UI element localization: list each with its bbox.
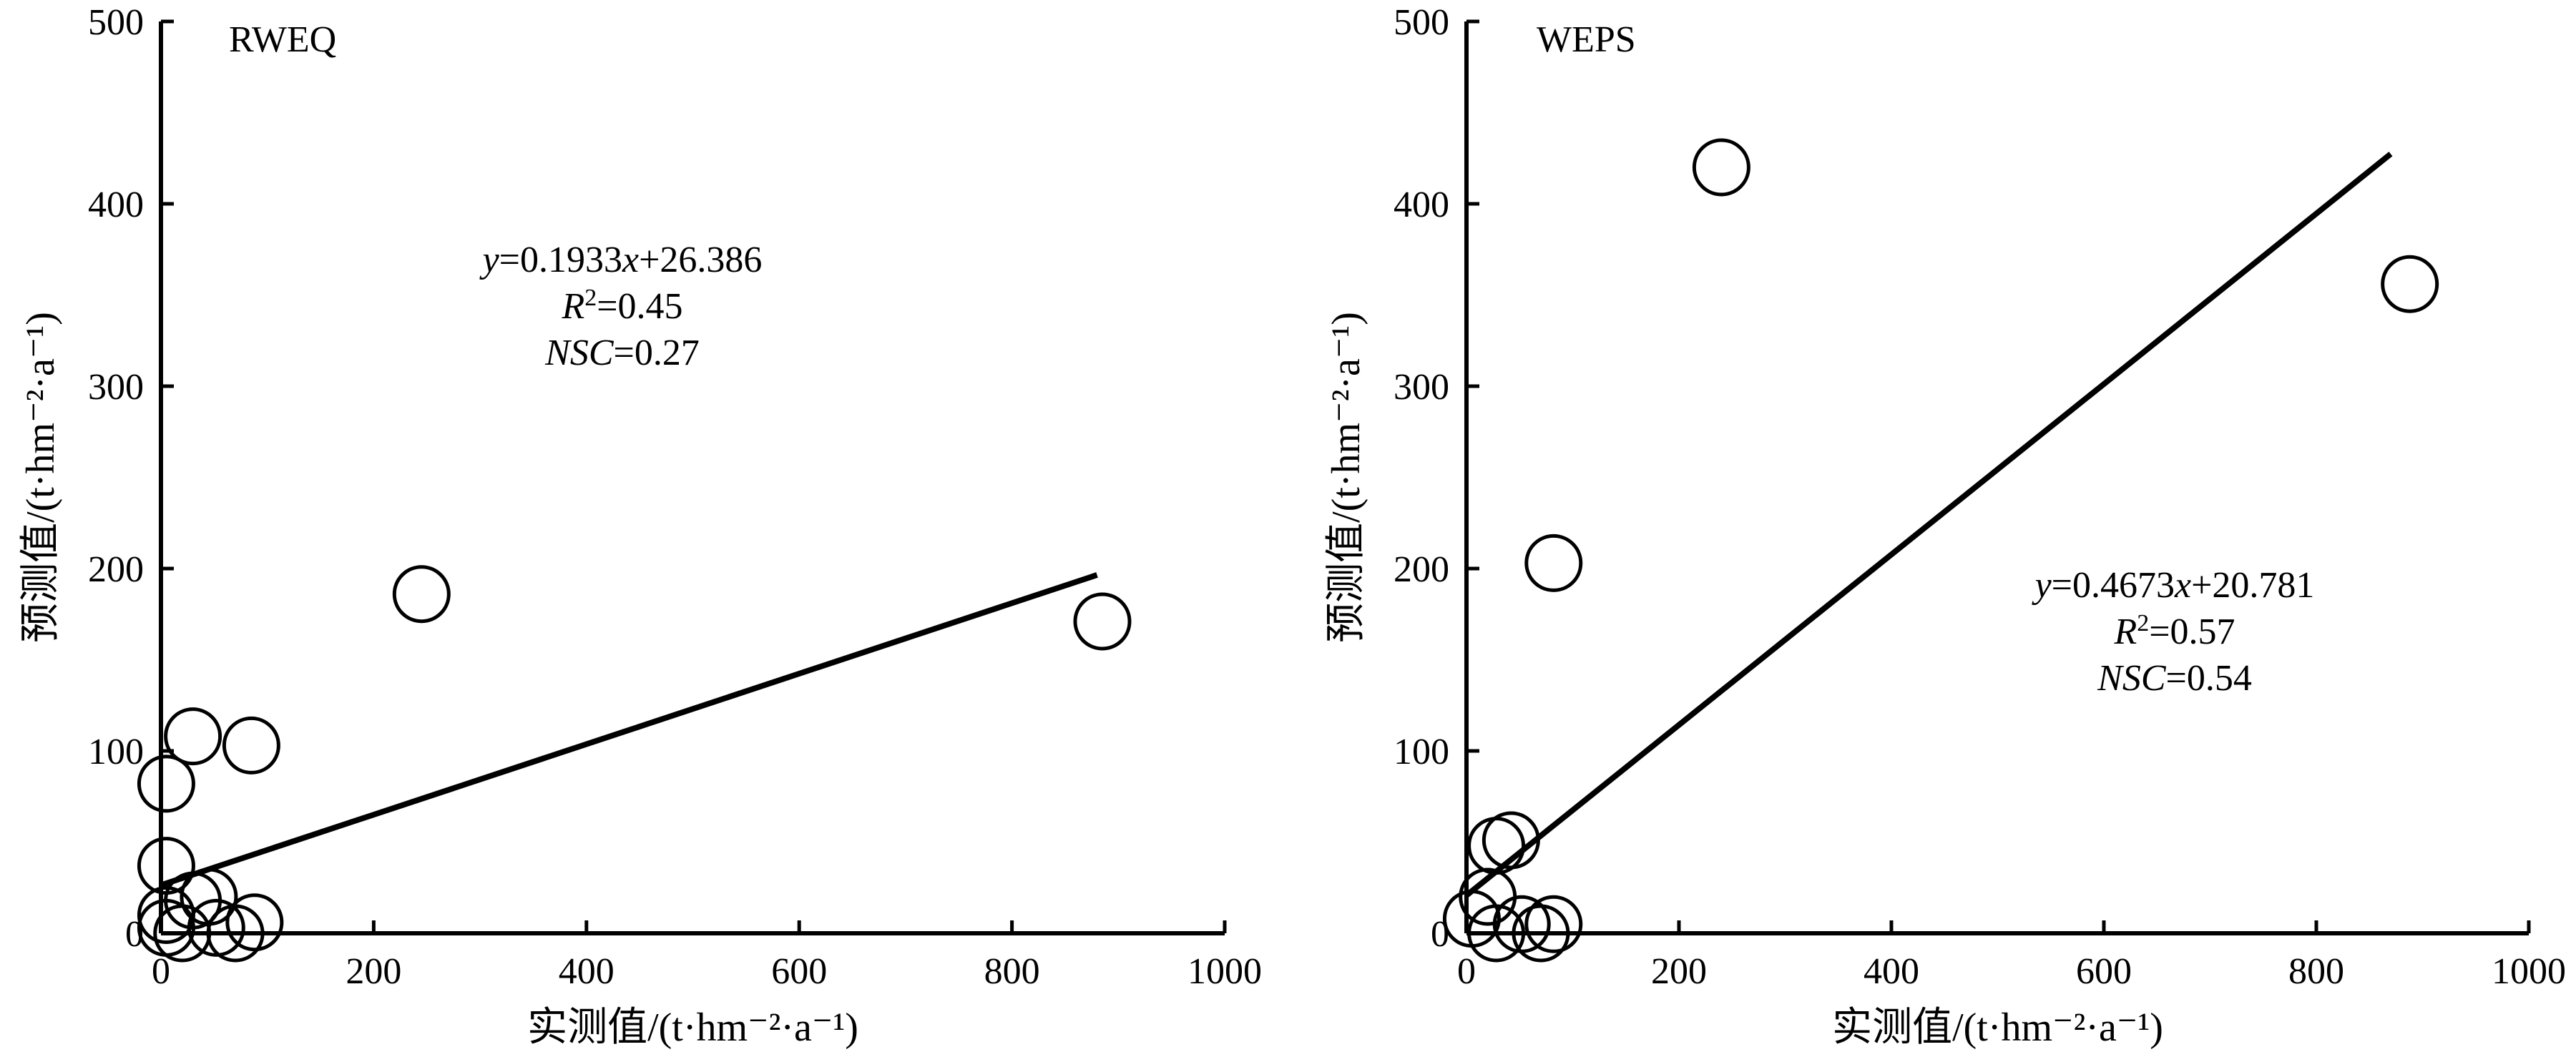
- x-axis-title: 实测值/(t·hm⁻²·a⁻¹): [1832, 1006, 2163, 1050]
- x-tick-label: 1000: [1187, 951, 1262, 992]
- data-point: [137, 754, 195, 813]
- y-tick-label: 200: [88, 549, 144, 590]
- y-axis-title: 预测值/(t·hm⁻²·a⁻¹): [1324, 312, 1368, 643]
- nsc-label: NSC=0.27: [544, 333, 700, 373]
- data-point: [1692, 138, 1750, 197]
- x-tick-label: 200: [1651, 951, 1707, 992]
- data-point: [225, 893, 284, 952]
- y-tick-label: 500: [1394, 2, 1449, 43]
- data-point: [1512, 904, 1570, 963]
- data-point: [1467, 904, 1526, 963]
- x-tick-label: 400: [1864, 951, 1919, 992]
- y-tick-label: 400: [1394, 185, 1449, 225]
- y-tick-label: 100: [1394, 732, 1449, 772]
- r-squared-label: R2=0.57: [2113, 610, 2235, 652]
- y-tick-label: 200: [1394, 549, 1449, 590]
- y-tick-label: 100: [88, 732, 144, 772]
- x-axis-title: 实测值/(t·hm⁻²·a⁻¹): [527, 1006, 858, 1050]
- y-tick-label: 300: [88, 367, 144, 408]
- r-squared-label: R2=0.45: [561, 285, 682, 327]
- data-point: [222, 716, 280, 775]
- x-tick-label: 1000: [2492, 951, 2566, 992]
- data-point: [206, 904, 265, 963]
- y-tick-label: 0: [1431, 914, 1449, 955]
- data-point: [164, 707, 222, 766]
- equation-label: y=0.1933x+26.386: [479, 240, 763, 280]
- chart-panel-rweq: RWEQ y=0.1933x+26.386 R2=0.45 NSC=0.27 0…: [19, 2, 1262, 1050]
- x-tick-label: 800: [984, 951, 1040, 992]
- regression-line: [160, 572, 1098, 888]
- data-point: [2381, 255, 2439, 313]
- data-point: [392, 565, 451, 624]
- regression-line: [1464, 152, 2393, 898]
- x-tick-label: 400: [559, 951, 614, 992]
- x-tick-label: 800: [2288, 951, 2344, 992]
- y-tick-label: 300: [1394, 367, 1449, 408]
- chart-panel-weps: WEPS y=0.4673x+20.781 R2=0.57 NSC=0.54 0…: [1324, 2, 2566, 1050]
- y-tick-label: 400: [88, 185, 144, 225]
- data-point: [1524, 534, 1583, 592]
- x-tick-label: 600: [771, 951, 827, 992]
- panel-label: WEPS: [1537, 19, 1636, 60]
- data-point: [1482, 811, 1540, 870]
- x-tick-label: 200: [346, 951, 401, 992]
- y-tick-label: 500: [88, 2, 144, 43]
- equation-label: y=0.4673x+20.781: [2032, 565, 2315, 606]
- panel-label: RWEQ: [229, 19, 336, 60]
- data-point: [1524, 895, 1583, 953]
- x-tick-label: 600: [2076, 951, 2132, 992]
- x-tick-label: 0: [1457, 951, 1476, 992]
- nsc-label: NSC=0.54: [2097, 658, 2252, 699]
- y-axis-title: 预测值/(t·hm⁻²·a⁻¹): [19, 312, 63, 643]
- data-point: [1073, 592, 1132, 651]
